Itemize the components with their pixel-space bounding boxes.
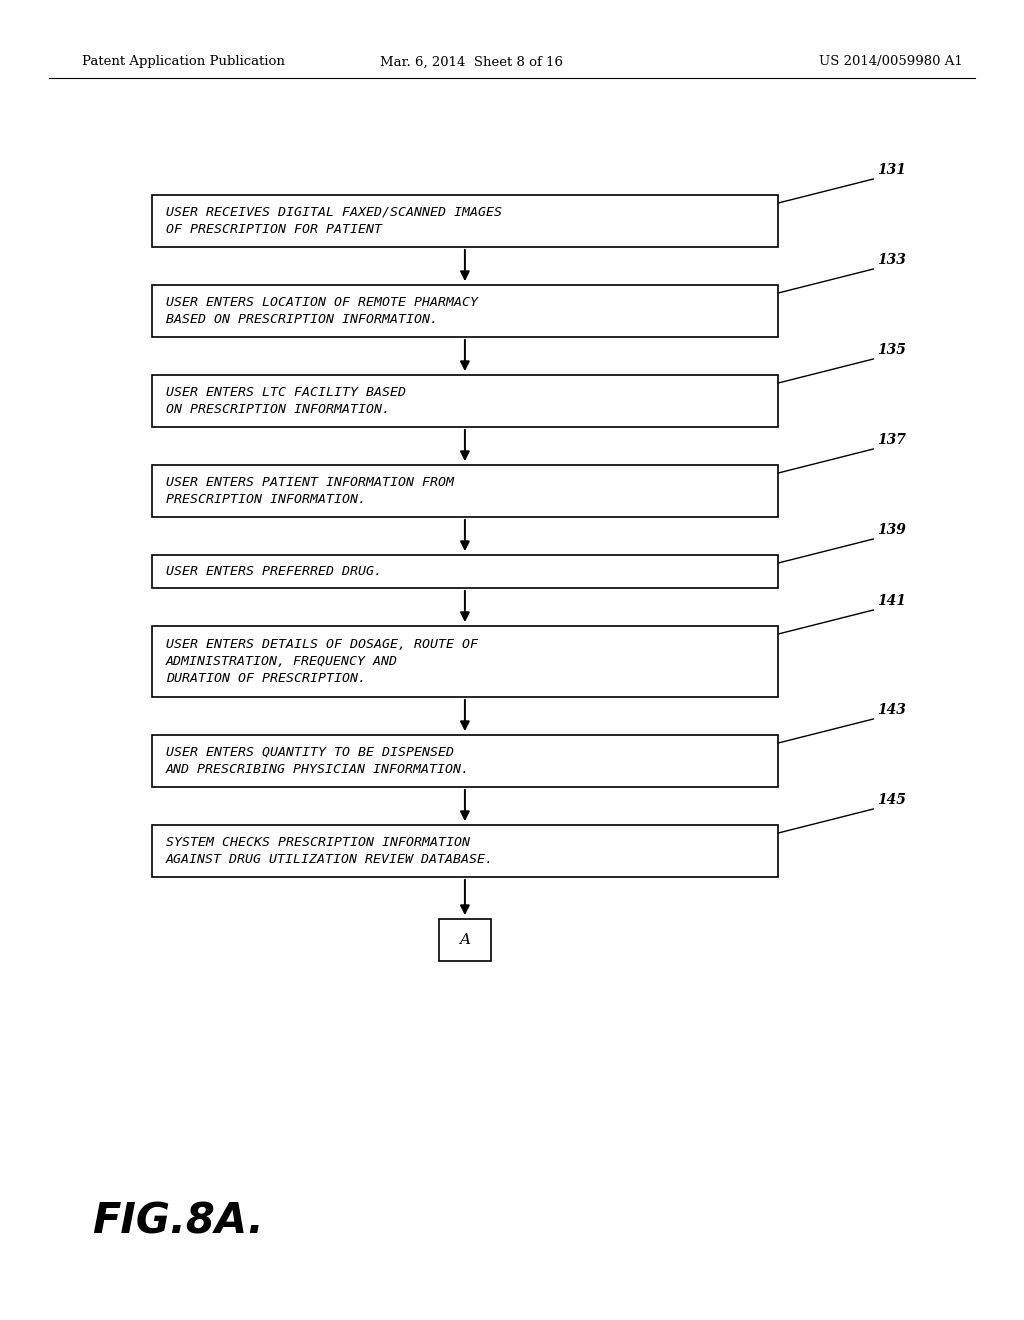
- Bar: [152, 285, 778, 337]
- Text: 135: 135: [878, 343, 906, 356]
- Text: 145: 145: [878, 793, 906, 807]
- Bar: [152, 375, 778, 426]
- Text: 133: 133: [878, 253, 906, 267]
- Text: USER ENTERS LOCATION OF REMOTE PHARMACY
BASED ON PRESCRIPTION INFORMATION.: USER ENTERS LOCATION OF REMOTE PHARMACY …: [166, 296, 477, 326]
- Text: USER RECEIVES DIGITAL FAXED/SCANNED IMAGES
OF PRESCRIPTION FOR PATIENT: USER RECEIVES DIGITAL FAXED/SCANNED IMAG…: [166, 206, 502, 236]
- Bar: [152, 626, 778, 697]
- Text: USER ENTERS PATIENT INFORMATION FROM
PRESCRIPTION INFORMATION.: USER ENTERS PATIENT INFORMATION FROM PRE…: [166, 475, 454, 507]
- Text: US 2014/0059980 A1: US 2014/0059980 A1: [819, 55, 963, 69]
- Text: SYSTEM CHECKS PRESCRIPTION INFORMATION
AGAINST DRUG UTILIZATION REVIEW DATABASE.: SYSTEM CHECKS PRESCRIPTION INFORMATION A…: [166, 836, 494, 866]
- Text: 143: 143: [878, 704, 906, 717]
- Text: 139: 139: [878, 523, 906, 537]
- Bar: [152, 825, 778, 876]
- Text: 141: 141: [878, 594, 906, 609]
- Text: 131: 131: [878, 162, 906, 177]
- Text: USER ENTERS PREFERRED DRUG.: USER ENTERS PREFERRED DRUG.: [166, 565, 382, 578]
- Bar: [152, 554, 778, 587]
- Text: USER ENTERS LTC FACILITY BASED
ON PRESCRIPTION INFORMATION.: USER ENTERS LTC FACILITY BASED ON PRESCR…: [166, 385, 406, 416]
- Text: 137: 137: [878, 433, 906, 447]
- Bar: [439, 919, 490, 961]
- Text: USER ENTERS DETAILS OF DOSAGE, ROUTE OF
ADMINISTRATION, FREQUENCY AND
DURATION O: USER ENTERS DETAILS OF DOSAGE, ROUTE OF …: [166, 638, 477, 685]
- Text: A: A: [460, 933, 470, 946]
- Text: Mar. 6, 2014  Sheet 8 of 16: Mar. 6, 2014 Sheet 8 of 16: [380, 55, 562, 69]
- Bar: [152, 465, 778, 517]
- Bar: [152, 195, 778, 247]
- Text: USER ENTERS QUANTITY TO BE DISPENSED
AND PRESCRIBING PHYSICIAN INFORMATION.: USER ENTERS QUANTITY TO BE DISPENSED AND…: [166, 746, 470, 776]
- Text: Patent Application Publication: Patent Application Publication: [82, 55, 285, 69]
- Text: FIG.8A.: FIG.8A.: [92, 1200, 264, 1242]
- Bar: [152, 735, 778, 787]
